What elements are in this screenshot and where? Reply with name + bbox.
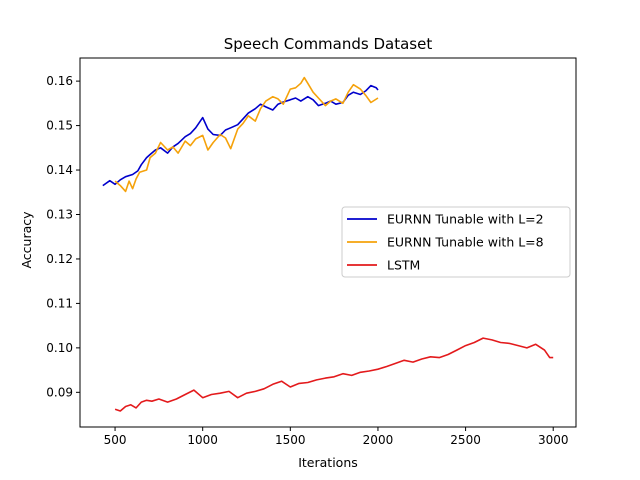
legend: EURNN Tunable with L=2 EURNN Tunable with…	[341, 206, 571, 278]
series-line-3	[114, 337, 554, 412]
plot-area: 500 1000 1500 2000 2500 3000 0.09 0.10 0.11 0.12 0…	[46, 57, 577, 447]
x-tick-label: 3000	[538, 433, 569, 447]
y-axis-label: Accuracy	[19, 211, 34, 269]
x-tick-label: 2000	[363, 433, 394, 447]
x-tick-label: 500	[104, 433, 127, 447]
x-axis-label: Iterations	[298, 455, 358, 470]
legend-box	[341, 206, 571, 278]
y-tick-label: 0.13	[46, 207, 73, 221]
y-tick-label: 0.12	[46, 252, 73, 266]
legend-label-2: EURNN Tunable with L=8	[387, 235, 544, 250]
y-tick-label: 0.14	[46, 163, 73, 177]
legend-label-1: EURNN Tunable with L=2	[387, 212, 544, 227]
y-tick-label: 0.15	[46, 119, 73, 133]
y-tick-label: 0.10	[46, 341, 73, 355]
series-line-1	[102, 84, 379, 187]
legend-label-3: LSTM	[387, 258, 420, 273]
x-tick-label: 1500	[275, 433, 306, 447]
series-line-2	[114, 76, 379, 193]
x-tick-label: 2500	[450, 433, 481, 447]
axes-frame	[79, 57, 577, 428]
y-tick-label: 0.16	[46, 74, 73, 88]
y-tick-label: 0.11	[46, 296, 73, 310]
chart-title: Speech Commands Dataset	[224, 35, 433, 53]
y-tick-label: 0.09	[46, 385, 73, 399]
x-tick-label: 1000	[187, 433, 218, 447]
